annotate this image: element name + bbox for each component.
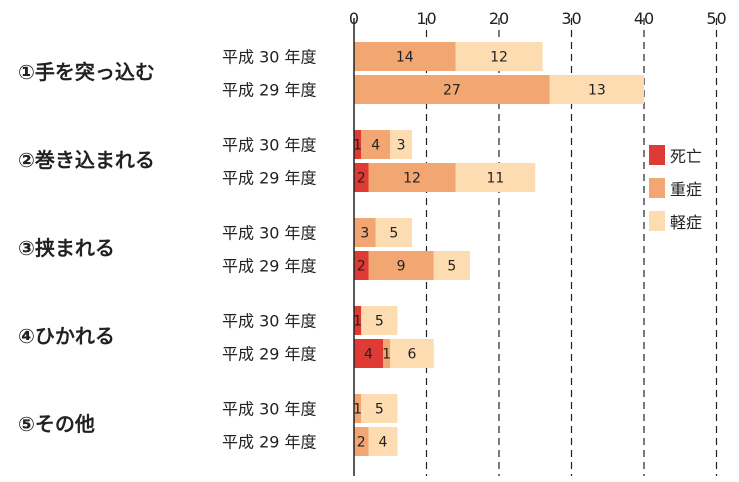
bar-segment-minor bbox=[375, 218, 412, 247]
legend-swatch-fatal bbox=[649, 145, 665, 165]
legend-label: 軽症 bbox=[670, 213, 702, 232]
bar-segment-fatal bbox=[354, 251, 369, 280]
legend-label: 死亡 bbox=[670, 147, 702, 166]
legend-swatch-serious bbox=[649, 178, 665, 198]
bar-value-label: 4 bbox=[371, 138, 380, 154]
year-label: 平成 29 年度 bbox=[222, 345, 317, 364]
category-label: ②巻き込まれる bbox=[18, 148, 155, 172]
bar-segment-minor bbox=[368, 427, 398, 456]
year-label: 平成 29 年度 bbox=[222, 433, 317, 452]
category-label: ④ひかれる bbox=[18, 324, 115, 348]
bar-value-label: 1 bbox=[353, 402, 362, 418]
bar-segment-fatal bbox=[354, 339, 383, 368]
x-tick-label: 20 bbox=[489, 9, 509, 28]
bar-segment-serious bbox=[368, 251, 434, 280]
bar-segment-serious bbox=[354, 218, 376, 247]
bar-segment-serious bbox=[354, 75, 550, 104]
bar-segment-minor bbox=[361, 306, 398, 335]
bars bbox=[354, 42, 644, 456]
bar-value-label: 11 bbox=[486, 171, 504, 187]
bar-value-label: 5 bbox=[389, 226, 398, 242]
bar-segment-serious bbox=[354, 394, 362, 423]
legend-swatch-minor bbox=[649, 211, 665, 231]
bar-value-label: 4 bbox=[379, 435, 388, 451]
year-label: 平成 30 年度 bbox=[222, 400, 317, 419]
bar-segment-serious bbox=[368, 163, 456, 192]
bar-segment-serious bbox=[383, 339, 391, 368]
bar-segment-fatal bbox=[354, 163, 369, 192]
bar-value-label: 9 bbox=[397, 259, 406, 275]
bar-value-label: 1 bbox=[353, 314, 362, 330]
bar-value-label: 12 bbox=[403, 171, 421, 187]
bar-segment-minor bbox=[549, 75, 644, 104]
bar-value-label: 1 bbox=[353, 138, 362, 154]
x-tick-label: 10 bbox=[416, 9, 436, 28]
bar-segment-fatal bbox=[354, 130, 362, 159]
bar-value-label: 6 bbox=[408, 347, 417, 363]
x-tick-label: 40 bbox=[634, 9, 654, 28]
bar-segment-minor bbox=[455, 163, 536, 192]
bar-value-label: 4 bbox=[364, 347, 373, 363]
bar-segment-minor bbox=[390, 130, 412, 159]
x-tick-label: 50 bbox=[706, 9, 726, 28]
bar-segment-serious bbox=[361, 130, 391, 159]
bar-value-label: 2 bbox=[357, 435, 366, 451]
x-tick-label: 30 bbox=[561, 9, 581, 28]
year-label: 平成 29 年度 bbox=[222, 257, 317, 276]
bar-value-label: 12 bbox=[490, 50, 508, 66]
year-label: 平成 30 年度 bbox=[222, 48, 317, 67]
bar-value-label: 3 bbox=[397, 138, 406, 154]
category-labels: ①手を突っ込む ②巻き込まれる ③挟まれる ④ひかれる ⑤その他 bbox=[18, 60, 155, 436]
bar-value-label: 2 bbox=[357, 171, 366, 187]
bar-segment-minor bbox=[361, 394, 398, 423]
bar-value-label: 27 bbox=[443, 83, 461, 99]
category-label: ⑤その他 bbox=[18, 412, 95, 436]
bar-segment-serious bbox=[354, 42, 456, 71]
bar-value-label: 5 bbox=[375, 314, 384, 330]
year-label: 平成 30 年度 bbox=[222, 312, 317, 331]
bar-segment-minor bbox=[390, 339, 434, 368]
bar-value-label: 5 bbox=[447, 259, 456, 275]
x-tick-labels: 01020304050 bbox=[349, 9, 727, 28]
bar-value-label: 5 bbox=[375, 402, 384, 418]
category-label: ③挟まれる bbox=[18, 236, 115, 260]
bar-segment-minor bbox=[455, 42, 543, 71]
year-label: 平成 30 年度 bbox=[222, 224, 317, 243]
bar-value-label: 1 bbox=[382, 347, 391, 363]
bar-value-label: 14 bbox=[396, 50, 414, 66]
year-label: 平成 30 年度 bbox=[222, 136, 317, 155]
category-label: ①手を突っ込む bbox=[18, 60, 155, 84]
legend-label: 重症 bbox=[670, 180, 702, 199]
bar-value-label: 3 bbox=[360, 226, 369, 242]
bar-value-label: 2 bbox=[357, 259, 366, 275]
bar-segment-minor bbox=[433, 251, 470, 280]
bar-segment-serious bbox=[354, 427, 369, 456]
year-label: 平成 29 年度 bbox=[222, 81, 317, 100]
year-label: 平成 29 年度 bbox=[222, 169, 317, 188]
bar-segment-fatal bbox=[354, 306, 362, 335]
bar-value-label: 13 bbox=[588, 83, 606, 99]
